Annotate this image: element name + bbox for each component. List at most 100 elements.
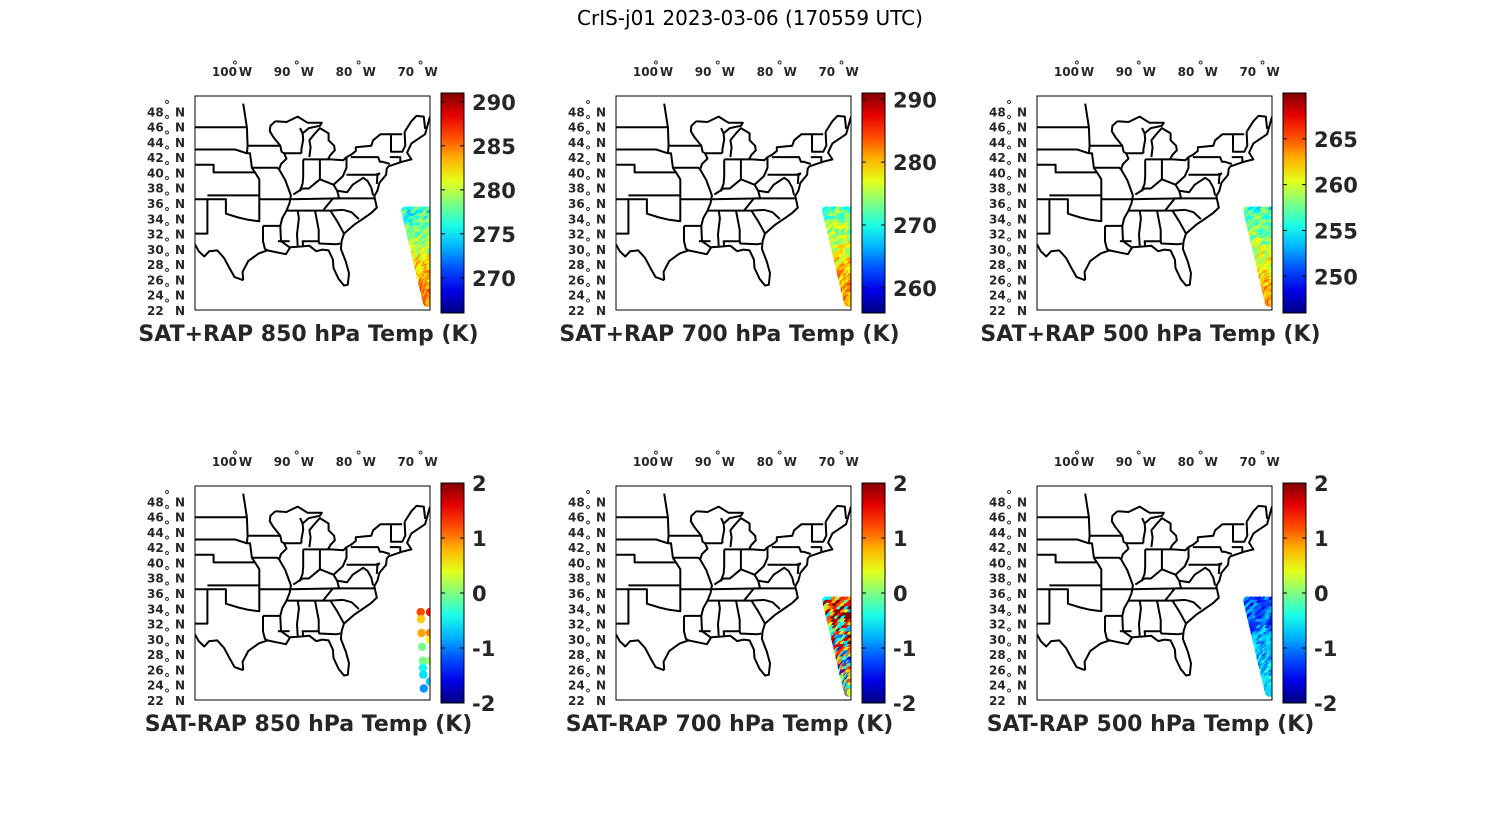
lat-tick-suffix: N bbox=[175, 602, 185, 616]
boundary-line bbox=[616, 243, 665, 282]
lon-tick-label: 70 bbox=[818, 65, 835, 79]
lat-tick-suffix: N bbox=[1017, 679, 1027, 693]
boundary-line bbox=[241, 506, 430, 677]
lon-tick-suffix: W bbox=[1143, 65, 1156, 79]
lat-tick-suffix: N bbox=[175, 273, 185, 287]
degree-symbol: ° bbox=[1006, 114, 1012, 128]
lat-tick-label: 28 bbox=[989, 258, 1006, 272]
degree-symbol: ° bbox=[585, 159, 591, 173]
boundary-line bbox=[268, 510, 282, 537]
colorbar-tick-label: 1 bbox=[1314, 527, 1329, 551]
boundary-line bbox=[308, 517, 336, 550]
lat-tick-suffix: N bbox=[175, 694, 185, 708]
colorbar-tick-label: -1 bbox=[472, 637, 495, 661]
boundary-line bbox=[616, 198, 630, 235]
boundary-line bbox=[706, 208, 765, 212]
degree-symbol: ° bbox=[164, 251, 170, 265]
degree-symbol: ° bbox=[1006, 297, 1012, 311]
colorbar-tick-label: 0 bbox=[1314, 582, 1329, 606]
swath-point bbox=[418, 663, 428, 672]
degree-symbol: ° bbox=[1006, 656, 1012, 670]
map-frame bbox=[1036, 95, 1273, 311]
degree-symbol: ° bbox=[585, 641, 591, 655]
lon-tick-suffix: W bbox=[239, 65, 252, 79]
degree-symbol: ° bbox=[715, 59, 721, 73]
lon-tick-label: 90 bbox=[1116, 65, 1133, 79]
lat-tick-label: 36 bbox=[147, 587, 164, 601]
lat-tick-label: 34 bbox=[989, 212, 1006, 226]
lat-tick-suffix: N bbox=[1017, 618, 1027, 632]
lat-tick-suffix: N bbox=[175, 289, 185, 303]
lat-tick-suffix: N bbox=[175, 212, 185, 226]
boundary-line bbox=[717, 210, 721, 246]
lat-tick-label: 38 bbox=[989, 182, 1006, 196]
boundary-line bbox=[1084, 493, 1091, 544]
degree-symbol: ° bbox=[1006, 159, 1012, 173]
boundary-line bbox=[810, 546, 823, 553]
lat-tick-label: 28 bbox=[147, 258, 164, 272]
colorbar-tick-label: 290 bbox=[472, 91, 516, 115]
boundary-line bbox=[298, 549, 305, 582]
lat-tick-label: 46 bbox=[147, 121, 164, 135]
degree-symbol: ° bbox=[164, 98, 170, 112]
boundary-line bbox=[1171, 210, 1187, 235]
colorbar-tick-label: 280 bbox=[893, 151, 937, 175]
lat-tick-suffix: N bbox=[175, 679, 185, 693]
lat-tick-label: 32 bbox=[568, 618, 585, 632]
lat-tick-label: 30 bbox=[568, 633, 585, 647]
panel-title: SAT-RAP 700 hPa Temp (K) bbox=[566, 712, 894, 737]
boundary-line bbox=[758, 566, 796, 586]
lon-tick-suffix: W bbox=[1143, 455, 1156, 469]
boundary-line bbox=[706, 598, 765, 602]
lon-tick-label: 100 bbox=[633, 65, 658, 79]
lat-tick-suffix: N bbox=[1017, 166, 1027, 180]
lat-tick-suffix: N bbox=[1017, 556, 1027, 570]
degree-symbol: ° bbox=[585, 144, 591, 158]
boundary-line bbox=[1104, 225, 1110, 252]
boundary-line bbox=[343, 208, 360, 220]
swath-point bbox=[1267, 298, 1272, 307]
map-panel: 100° W 90 ° W 80 ° W 70 ° W48 ° N46 ° N44 ° N42 ° N40 ° N38 °… bbox=[145, 449, 496, 737]
boundary-line bbox=[1083, 116, 1272, 287]
lat-tick-suffix: N bbox=[596, 289, 606, 303]
lon-tick-suffix: W bbox=[660, 455, 673, 469]
colorbar-tick-label: 290 bbox=[893, 88, 937, 112]
lat-tick-suffix: N bbox=[1017, 633, 1027, 647]
lon-tick-label: 70 bbox=[397, 455, 414, 469]
lat-tick-label: 34 bbox=[568, 602, 585, 616]
colorbar bbox=[440, 92, 465, 314]
lat-tick-suffix: N bbox=[175, 618, 185, 632]
swath-point bbox=[419, 670, 428, 679]
lon-tick-suffix: W bbox=[660, 65, 673, 79]
degree-symbol: ° bbox=[1006, 251, 1012, 265]
lon-tick-suffix: W bbox=[363, 65, 376, 79]
boundary-line bbox=[824, 504, 848, 523]
degree-symbol: ° bbox=[164, 159, 170, 173]
boundary-line bbox=[824, 114, 848, 133]
lon-tick-label: 100 bbox=[212, 455, 237, 469]
lat-tick-suffix: N bbox=[596, 243, 606, 257]
colorbar-tick-label: 0 bbox=[472, 582, 487, 606]
lat-tick-suffix: N bbox=[596, 572, 606, 586]
degree-symbol: ° bbox=[585, 504, 591, 518]
boundary-line bbox=[1096, 171, 1103, 196]
boundary-line bbox=[1192, 546, 1233, 555]
boundary-line bbox=[337, 566, 375, 586]
boundary-line bbox=[764, 598, 781, 610]
boundary-line bbox=[317, 240, 341, 246]
degree-symbol: ° bbox=[356, 59, 362, 73]
swath-point bbox=[425, 656, 430, 665]
lat-tick-label: 38 bbox=[147, 182, 164, 196]
lat-tick-suffix: N bbox=[175, 556, 185, 570]
lat-tick-suffix: N bbox=[175, 495, 185, 509]
lat-tick-suffix: N bbox=[596, 166, 606, 180]
degree-symbol: ° bbox=[838, 449, 844, 463]
lon-tick-suffix: W bbox=[239, 455, 252, 469]
boundary-line bbox=[1159, 240, 1183, 246]
swath-points bbox=[1243, 596, 1272, 697]
lat-tick-label: 34 bbox=[147, 602, 164, 616]
lat-tick-label: 44 bbox=[989, 526, 1006, 540]
lat-tick-label: 22 bbox=[568, 694, 585, 708]
degree-symbol: ° bbox=[1006, 687, 1012, 701]
lon-tick-label: 70 bbox=[397, 65, 414, 79]
